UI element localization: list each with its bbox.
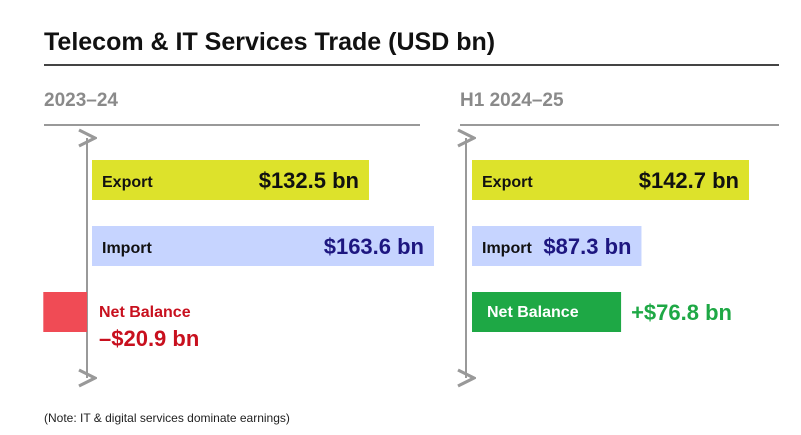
bar-export-h1-2024-25 (472, 160, 749, 200)
category-label-export-2023-24: Export (102, 174, 153, 191)
category-label-net-balance-2023-24: Net Balance (99, 304, 191, 321)
bar-net-balance-2023-24 (43, 292, 87, 332)
bar-export-2023-24 (92, 160, 369, 200)
chart-title: Telecom & IT Services Trade (USD bn) (44, 28, 496, 56)
value-label-net-balance-2023-24: –$20.9 bn (99, 326, 199, 351)
value-label-import-h1-2024-25: $87.3 bn (543, 234, 631, 259)
section-divider-h1-2024-25 (460, 124, 779, 126)
category-label-export-h1-2024-25: Export (482, 174, 533, 191)
title-divider (44, 64, 779, 66)
value-label-import-2023-24: $163.6 bn (324, 234, 424, 259)
category-label-net-balance-h1-2024-25: Net Balance (487, 304, 579, 321)
bar-net-balance-h1-2024-25 (472, 292, 622, 332)
category-label-import-2023-24: Import (102, 240, 152, 257)
footnote: (Note: IT & digital services dominate ea… (44, 411, 290, 425)
category-label-import-h1-2024-25: Import (482, 240, 532, 257)
section-title-2023-24: 2023–24 (44, 90, 118, 111)
bar-import-h1-2024-25 (472, 226, 642, 266)
value-label-export-2023-24: $132.5 bn (259, 168, 359, 193)
bar-import-2023-24 (92, 226, 434, 266)
section-title-h1-2024-25: H1 2024–25 (460, 90, 564, 111)
section-divider-2023-24 (44, 124, 420, 126)
value-label-net-balance-h1-2024-25: +$76.8 bn (631, 300, 732, 325)
value-label-export-h1-2024-25: $142.7 bn (639, 168, 739, 193)
